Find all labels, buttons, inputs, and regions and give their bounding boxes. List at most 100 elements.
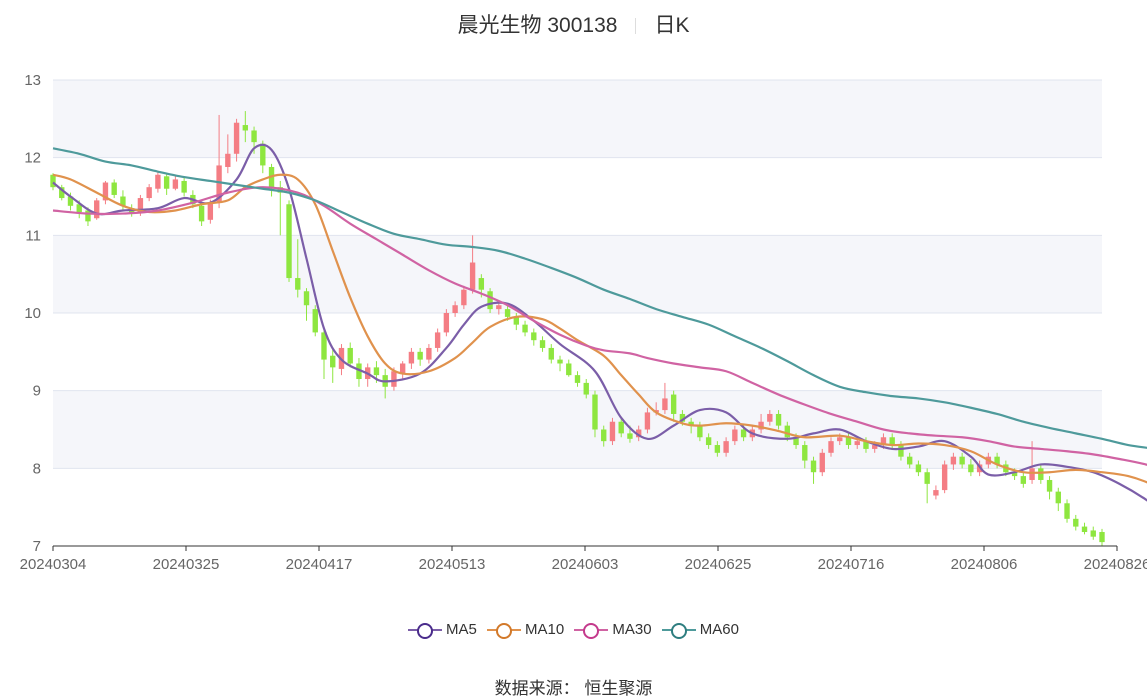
chart-title: 晨光生物 300138 日K <box>0 9 1147 39</box>
candle-body <box>155 174 161 189</box>
candle <box>461 285 467 310</box>
candle-body <box>443 313 450 333</box>
candle <box>417 347 423 366</box>
candle <box>111 179 117 199</box>
candle <box>399 361 406 380</box>
candle-body <box>627 433 633 439</box>
candle-body <box>434 332 441 348</box>
legend-ma10[interactable]: MA10 <box>487 621 564 639</box>
candle <box>1038 464 1044 484</box>
candle <box>330 347 336 383</box>
candle <box>662 382 668 414</box>
candle <box>295 239 301 298</box>
candle <box>469 235 476 294</box>
data-source: 数据来源： 恒生聚源 <box>494 679 653 698</box>
candle <box>950 452 957 470</box>
candle-body <box>426 347 432 360</box>
candle <box>618 417 624 438</box>
candle <box>1099 528 1105 546</box>
candle-body <box>810 460 817 473</box>
candle-body <box>452 305 458 313</box>
candle <box>50 173 56 191</box>
period-label: 日K <box>654 14 690 37</box>
candle <box>775 410 782 430</box>
candle-body <box>198 205 205 222</box>
candle-body <box>478 278 485 290</box>
legend: MA5 MA10 MA30 MA60 <box>0 621 1147 641</box>
candle-body <box>872 445 878 449</box>
candle-body <box>356 363 362 380</box>
candle-body <box>548 347 554 360</box>
candle-body <box>225 153 231 167</box>
candle-body <box>775 413 782 426</box>
candle-body <box>461 289 467 306</box>
candle <box>443 309 450 337</box>
candle <box>434 328 441 352</box>
y-tick-label: 13 <box>24 72 41 89</box>
candle-body <box>417 351 423 360</box>
x-tick-label: 20240826 <box>1084 556 1147 573</box>
x-tick-label: 20240625 <box>685 556 752 573</box>
x-tick-label: 20240806 <box>951 556 1018 573</box>
candle <box>1020 472 1027 488</box>
candle-body <box>889 437 895 446</box>
candle-body <box>697 425 703 438</box>
legend-ma60[interactable]: MA60 <box>661 621 739 639</box>
grid-bands <box>53 80 1102 469</box>
candle <box>802 441 808 469</box>
candle <box>198 202 205 227</box>
legend-ma30[interactable]: MA30 <box>574 621 652 639</box>
candle-body <box>268 166 275 189</box>
candle-body <box>1090 530 1096 537</box>
candle-body <box>408 351 415 364</box>
candle-body <box>137 198 144 213</box>
candle <box>968 459 974 477</box>
title-separator <box>635 18 637 34</box>
candle <box>1055 487 1061 512</box>
candle-body <box>295 278 301 290</box>
candle <box>181 177 187 197</box>
candle-body <box>767 413 773 422</box>
candle-body <box>487 291 493 310</box>
candle <box>59 184 65 201</box>
candle-body <box>837 437 843 442</box>
stock-name-code: 晨光生物 300138 <box>457 14 618 37</box>
candle <box>723 437 729 457</box>
legend-ma5[interactable]: MA5 <box>408 621 477 639</box>
candle <box>268 163 275 197</box>
candle <box>994 452 1000 469</box>
legend-marker-icon <box>487 622 522 639</box>
candle-body <box>670 394 677 414</box>
candle-body <box>513 316 519 325</box>
candle-body <box>59 187 65 199</box>
x-tick-label: 20240325 <box>153 556 220 573</box>
candle-body <box>172 179 179 189</box>
candle-body <box>251 130 257 143</box>
candle-body <box>50 174 56 188</box>
y-tick-label: 12 <box>24 150 41 167</box>
candle-body <box>933 490 939 496</box>
candle <box>819 448 825 477</box>
candle-body <box>758 421 764 430</box>
candle-body <box>793 437 799 446</box>
candle-body <box>286 204 292 279</box>
candle <box>670 390 677 422</box>
candle <box>732 425 738 446</box>
candle <box>705 433 712 449</box>
candle-body <box>277 187 283 193</box>
candles <box>50 111 1105 546</box>
candle <box>915 460 922 477</box>
candle <box>1081 522 1088 535</box>
candle <box>933 485 939 500</box>
legend-marker-icon <box>574 622 609 639</box>
y-tick-label: 9 <box>33 383 41 400</box>
candle <box>889 433 895 449</box>
candle <box>94 198 100 220</box>
candle <box>487 288 493 313</box>
candle-body <box>321 332 327 360</box>
candle <box>225 134 231 174</box>
candle <box>286 200 292 282</box>
candle-body <box>941 464 948 491</box>
candle-body <box>644 412 651 430</box>
x-tick-label: 20240716 <box>818 556 885 573</box>
